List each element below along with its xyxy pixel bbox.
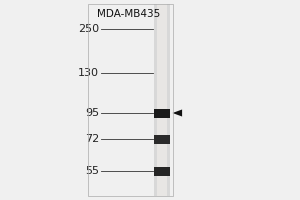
Text: 55: 55 [85,166,99,176]
Polygon shape [172,109,182,117]
Bar [154,108,170,117]
Bar [154,4,170,196]
Text: 72: 72 [85,134,99,144]
Text: 95: 95 [85,108,99,118]
Bar [154,135,170,144]
Text: 130: 130 [78,68,99,78]
Bar [88,4,173,196]
Bar [154,166,170,176]
Text: MDA-MB435: MDA-MB435 [98,9,160,19]
Bar [157,4,167,196]
Text: 250: 250 [78,24,99,34]
